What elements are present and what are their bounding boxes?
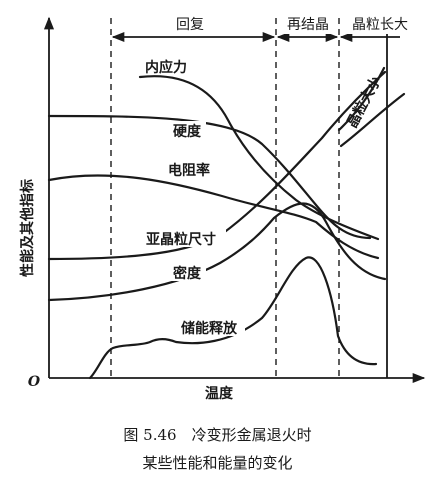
stage-label-recrystallization: 再结晶 bbox=[287, 17, 329, 33]
label-hardness: 硬度 bbox=[173, 123, 202, 140]
label-subgrain-size: 亚晶粒尺寸 bbox=[146, 231, 216, 248]
curve-grain-size-lower bbox=[339, 92, 406, 148]
label-stored-energy-release: 储能释放 bbox=[180, 320, 238, 337]
annealing-property-diagram: 回复 再结晶 晶粒长大 内应力 硬度 电阻率 亚晶粒尺寸 密度 储能释放 晶粒大… bbox=[19, 14, 426, 400]
curve-internal-stress bbox=[138, 75, 380, 241]
caption-line-1: 图 5.46 冷变形金属退火时 bbox=[123, 426, 312, 444]
curve-grain-size-upper bbox=[337, 66, 386, 132]
label-grain-size: 晶粒大小 bbox=[343, 73, 384, 130]
y-axis-label: 性能及其他指标 bbox=[19, 179, 36, 277]
label-internal-stress: 内应力 bbox=[145, 59, 187, 76]
stage-label-recovery: 回复 bbox=[176, 16, 204, 33]
label-resistivity: 电阻率 bbox=[168, 162, 210, 179]
curve-density bbox=[47, 202, 387, 302]
caption-line-2: 某些性能和能量的变化 bbox=[142, 454, 293, 472]
label-density: 密度 bbox=[172, 265, 202, 282]
stage-label-grain-growth: 晶粒长大 bbox=[352, 17, 408, 33]
curve-hardness bbox=[47, 114, 372, 240]
curve-subgrain-size bbox=[47, 70, 387, 261]
origin-label: O bbox=[28, 374, 41, 390]
curve-stored-energy-release bbox=[88, 256, 378, 380]
x-axis-label: 温度 bbox=[205, 385, 234, 400]
